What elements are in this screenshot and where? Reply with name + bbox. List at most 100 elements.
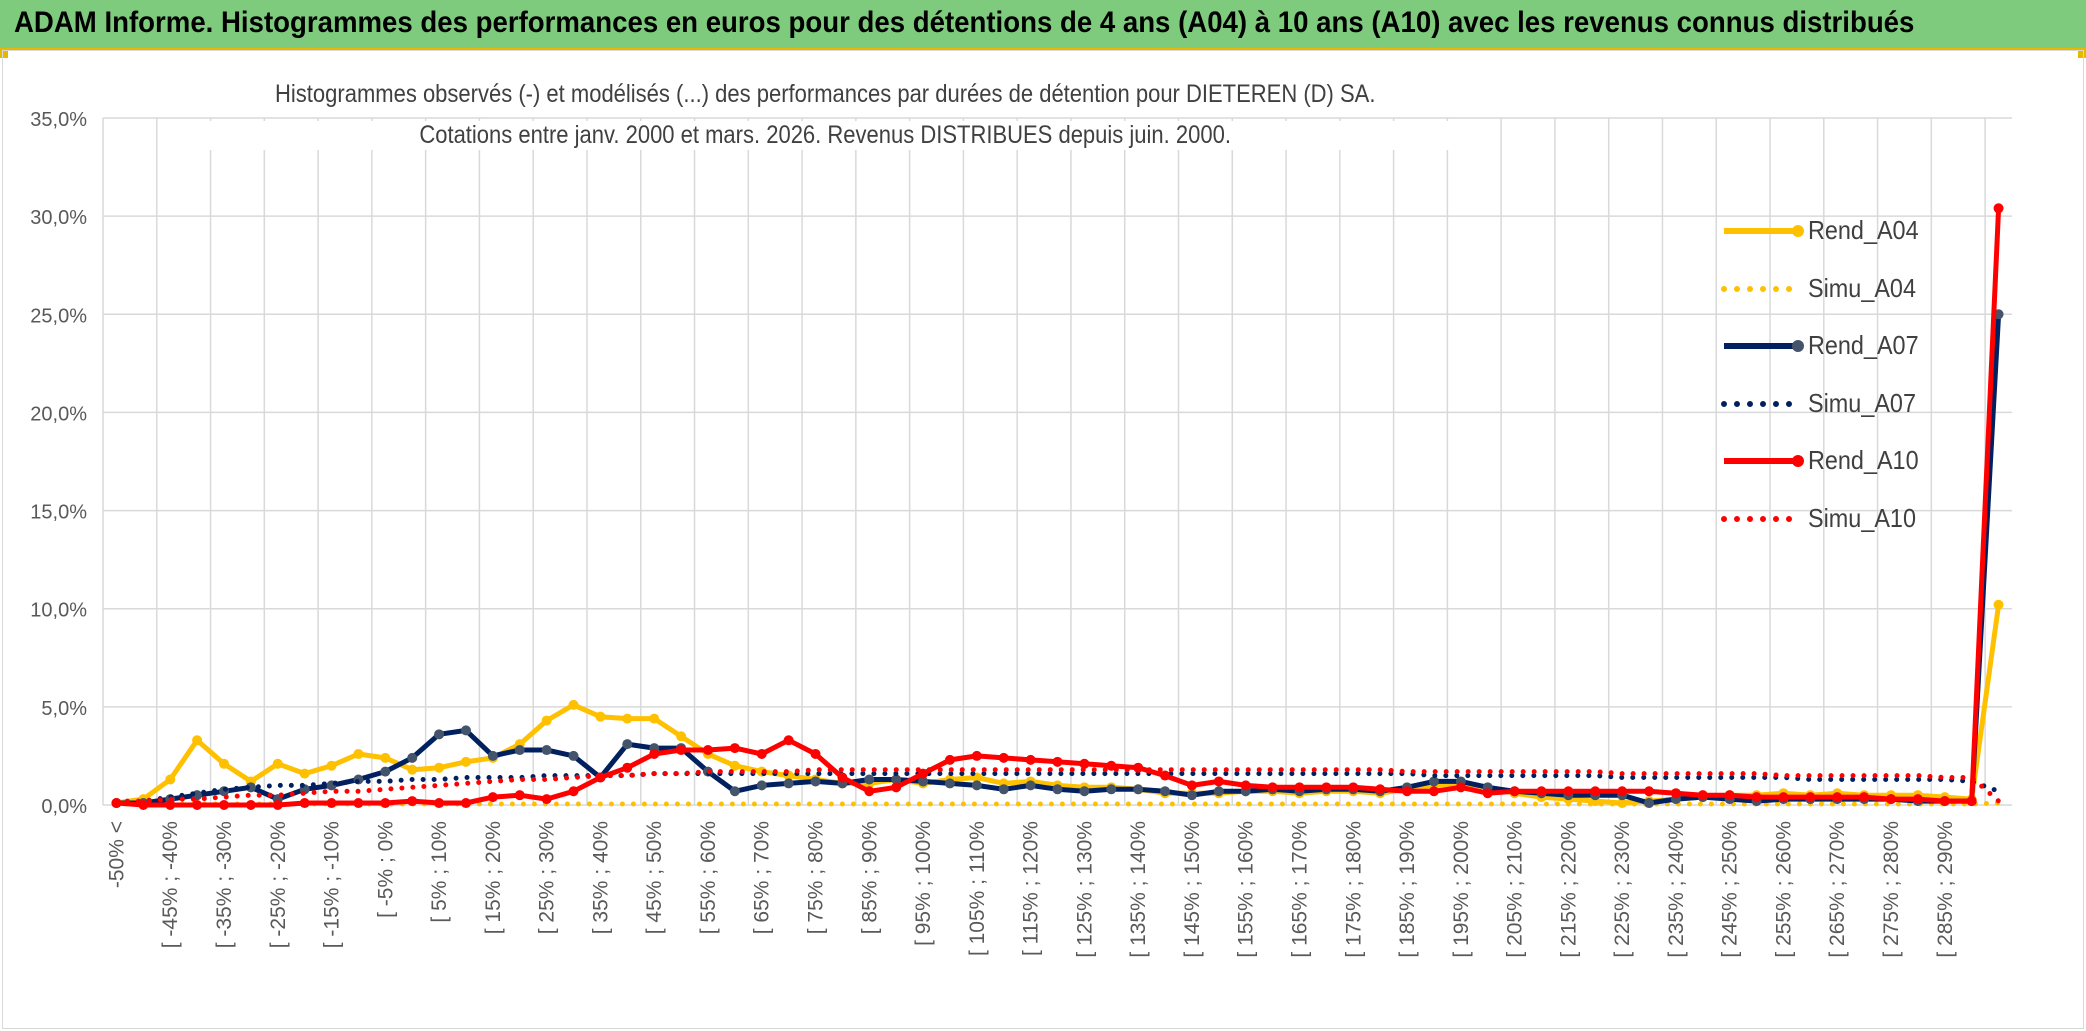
data-point-rend-a10	[1805, 792, 1816, 803]
data-point-rend-a10	[944, 754, 955, 765]
data-point-rend-a10	[1455, 782, 1466, 793]
data-point-rend-a10	[1697, 790, 1708, 801]
data-point-rend-a07	[1160, 786, 1171, 797]
legend-item-rend-a10: Rend_A10	[1718, 437, 1968, 495]
x-tick-label: [ 75% ; 80%	[805, 821, 828, 934]
chart-title-line1: Histogrammes observés (-) et modélisés (…	[195, 80, 1455, 109]
x-tick-label: [ 215% ; 220%	[1557, 821, 1580, 958]
data-point-rend-a04	[622, 713, 633, 724]
data-point-rend-a07	[541, 745, 552, 756]
data-point-rend-a10	[434, 798, 445, 809]
x-tick-label: [ 135% ; 140%	[1127, 821, 1150, 958]
data-point-rend-a10	[1886, 794, 1897, 805]
data-point-rend-a07	[1186, 790, 1197, 801]
x-tick-label: [ 25% ; 30%	[536, 821, 559, 934]
x-tick-label: [ 45% ; 50%	[643, 821, 666, 934]
data-point-rend-a10	[1213, 776, 1224, 787]
chart-legend: Rend_A04 Simu_A04 Rend_A07 Simu_A07 Rend_A10…	[1718, 207, 1968, 552]
legend-item-rend-a07: Rend_A07	[1718, 322, 1968, 380]
data-point-rend-a10	[514, 790, 525, 801]
legend-swatch-rend-a04	[1724, 225, 1804, 237]
data-point-rend-a10	[1859, 792, 1870, 803]
data-point-rend-a04	[407, 764, 418, 775]
data-point-rend-a07	[1133, 784, 1144, 795]
data-point-rend-a10	[272, 800, 283, 810]
data-point-rend-a04	[595, 711, 606, 722]
x-tick-label: [ -25% ; -20%	[267, 821, 290, 948]
data-point-rend-a07	[783, 778, 794, 789]
data-point-rend-a10	[1160, 770, 1171, 781]
legend-swatch-rend-a10	[1724, 455, 1804, 467]
data-point-rend-a10	[326, 798, 337, 809]
report-title: ADAM Informe. Histogrammes des performan…	[14, 6, 1915, 39]
data-point-rend-a04	[218, 758, 229, 769]
data-point-rend-a10	[1724, 790, 1735, 801]
data-point-rend-a04	[272, 758, 283, 769]
data-point-rend-a07	[864, 774, 875, 785]
data-point-rend-a10	[864, 786, 875, 797]
data-point-rend-a10	[1912, 794, 1923, 805]
x-tick-label: [ 285% ; 290%	[1934, 821, 1957, 958]
legend-label: Simu_A07	[1808, 387, 1916, 418]
x-tick-label: [ 5% ; 10%	[428, 821, 451, 923]
data-point-rend-a10	[676, 745, 687, 756]
data-point-rend-a07	[407, 752, 418, 763]
data-point-rend-a07	[568, 750, 579, 761]
x-tick-label: [ -15% ; -10%	[321, 821, 344, 948]
legend-swatch-simu-a07	[1721, 400, 1803, 407]
data-point-rend-a07	[514, 745, 525, 756]
legend-swatch-rend-a07	[1724, 340, 1804, 352]
data-point-rend-a10	[487, 792, 498, 803]
data-point-rend-a07	[918, 776, 929, 787]
data-point-rend-a10	[1778, 792, 1789, 803]
x-tick-label: [ 115% ; 120%	[1020, 821, 1043, 956]
data-point-rend-a10	[649, 748, 660, 759]
x-tick-label: [ 195% ; 200%	[1450, 821, 1473, 958]
y-tick-label: 0,0%	[41, 796, 87, 818]
data-point-rend-a04	[460, 756, 471, 767]
data-point-rend-a04	[676, 731, 687, 742]
x-tick-label: -50% <	[105, 821, 128, 888]
x-tick-label: [ 155% ; 160%	[1235, 821, 1258, 958]
data-point-rend-a10	[192, 800, 203, 810]
data-point-rend-a10	[1832, 792, 1843, 803]
data-point-rend-a07	[891, 774, 902, 785]
report-banner: ADAM Informe. Histogrammes des performan…	[0, 0, 2086, 50]
data-point-rend-a04	[1993, 599, 2004, 610]
data-point-rend-a10	[1186, 780, 1197, 791]
x-tick-label: [ 95% ; 100%	[912, 821, 935, 946]
data-point-rend-a07	[487, 750, 498, 761]
y-tick-label: 35,0%	[30, 109, 87, 131]
x-tick-label: [ 225% ; 230%	[1611, 821, 1634, 958]
x-tick-label: [ -45% ; -40%	[159, 821, 182, 948]
data-point-rend-a07	[971, 780, 982, 791]
legend-label: Simu_A04	[1808, 272, 1916, 303]
data-point-rend-a10	[407, 796, 418, 807]
legend-label: Simu_A10	[1808, 502, 1916, 533]
data-point-rend-a10	[1939, 796, 1950, 807]
data-point-rend-a10	[891, 782, 902, 793]
data-point-rend-a10	[1966, 796, 1977, 807]
data-point-rend-a07	[756, 780, 767, 791]
corner-accent-top-right	[2078, 50, 2086, 58]
data-point-rend-a10	[1993, 203, 2004, 214]
data-point-rend-a07	[1052, 784, 1063, 795]
data-point-rend-a10	[729, 743, 740, 754]
legend-swatch-simu-a10	[1721, 515, 1803, 522]
data-point-rend-a10	[1106, 760, 1117, 771]
data-point-rend-a07	[1106, 784, 1117, 795]
data-point-rend-a07	[1644, 798, 1655, 809]
data-point-rend-a10	[380, 798, 391, 809]
data-point-rend-a10	[1751, 792, 1762, 803]
data-point-rend-a10	[218, 800, 229, 810]
legend-label: Rend_A10	[1808, 445, 1919, 475]
data-point-rend-a04	[729, 760, 740, 771]
data-point-rend-a07	[1025, 780, 1036, 791]
x-tick-label: [ -35% ; -30%	[213, 821, 236, 948]
data-point-rend-a10	[568, 786, 579, 797]
legend-item-simu-a10: Simu_A10	[1718, 495, 1968, 553]
x-tick-label: [ 275% ; 280%	[1880, 821, 1903, 958]
x-tick-label: [ 105% ; 110%	[966, 821, 989, 956]
x-tick-label: [ 185% ; 190%	[1396, 821, 1419, 958]
